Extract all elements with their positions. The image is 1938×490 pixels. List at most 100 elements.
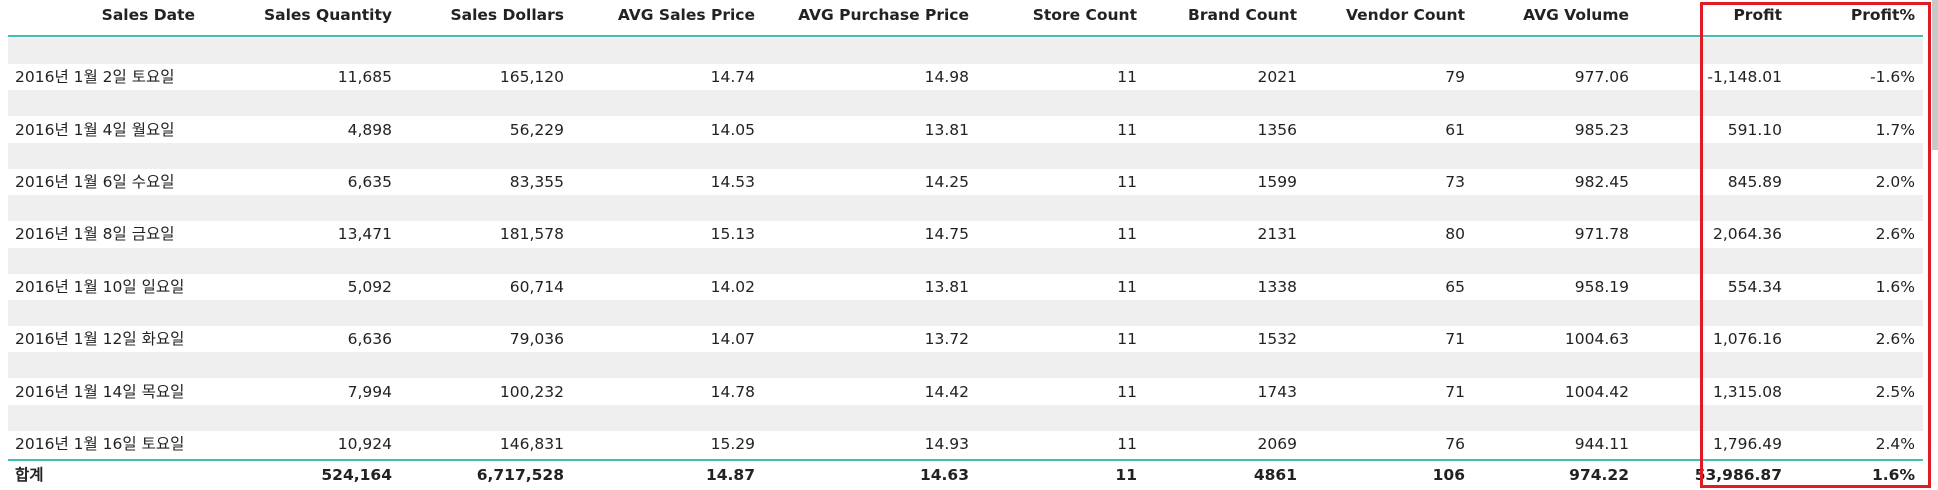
column-header: AVG Purchase Price	[798, 6, 969, 24]
value-cell: 15.29	[710, 435, 755, 453]
value-cell: 11	[1117, 68, 1137, 87]
column-header: AVG Volume	[1523, 6, 1629, 24]
value-cell: 2021	[1257, 68, 1297, 87]
header-divider	[8, 35, 1923, 37]
total-cell: 14.63	[919, 466, 969, 485]
value-cell: 1,315.08	[1712, 382, 1782, 401]
column-header: Profit%	[1850, 6, 1915, 24]
value-cell: 4,898	[347, 120, 392, 139]
value-cell: 1356	[1257, 120, 1297, 139]
value-cell: 14.75	[924, 225, 969, 244]
value-cell: 11	[1117, 225, 1137, 244]
value-cell: -1,148.01	[1707, 68, 1782, 87]
date-cell: 2016년 1월 16일 토요일	[15, 435, 185, 453]
value-cell: 5,092	[347, 277, 392, 296]
value-cell: -1.6%	[1870, 68, 1915, 87]
value-cell: 14.02	[710, 277, 755, 296]
value-cell: 11	[1117, 382, 1137, 401]
total-cell: 1.6%	[1872, 466, 1915, 485]
value-cell: 181,578	[499, 225, 564, 244]
value-cell: 14.53	[710, 173, 755, 191]
value-cell: 165,120	[499, 68, 564, 87]
column-header: Profit	[1733, 6, 1782, 24]
value-cell: 1743	[1257, 382, 1297, 401]
total-cell: 53,986.87	[1694, 466, 1782, 485]
column-header: Vendor Count	[1346, 6, 1465, 24]
value-cell: 14.93	[924, 435, 969, 453]
value-cell: 71	[1445, 330, 1465, 349]
total-cell: 6,717,528	[476, 466, 564, 485]
value-cell: 845.89	[1727, 173, 1782, 191]
value-cell: 2.4%	[1875, 435, 1915, 453]
total-label: 합계	[15, 466, 44, 485]
row-background	[8, 90, 1923, 117]
value-cell: 944.11	[1574, 435, 1629, 453]
row-background	[8, 300, 1923, 326]
total-cell: 14.87	[705, 466, 755, 485]
value-cell: 11	[1117, 173, 1137, 191]
value-cell: 554.34	[1727, 277, 1782, 296]
value-cell: 65	[1445, 277, 1465, 296]
value-cell: 1,796.49	[1712, 435, 1782, 453]
value-cell: 11,685	[337, 68, 392, 87]
row-background	[8, 352, 1923, 379]
value-cell: 13.81	[924, 277, 969, 296]
value-cell: 83,355	[509, 173, 564, 191]
total-cell: 4861	[1253, 466, 1297, 485]
total-cell: 524,164	[321, 466, 392, 485]
value-cell: 1,076.16	[1712, 330, 1782, 349]
value-cell: 79	[1445, 68, 1465, 87]
highlight-box	[1700, 2, 1931, 488]
value-cell: 1.6%	[1875, 277, 1915, 296]
value-cell: 56,229	[509, 120, 564, 139]
value-cell: 61	[1445, 120, 1465, 139]
value-cell: 14.05	[710, 120, 755, 139]
column-header: Sales Quantity	[263, 6, 392, 24]
value-cell: 985.23	[1574, 120, 1629, 139]
value-cell: 2,064.36	[1712, 225, 1782, 244]
value-cell: 13.72	[924, 330, 969, 349]
value-cell: 11	[1117, 330, 1137, 349]
row-background	[8, 404, 1923, 431]
value-cell: 971.78	[1574, 225, 1629, 244]
value-cell: 146,831	[499, 435, 564, 453]
date-cell: 2016년 1월 14일 목요일	[15, 382, 185, 401]
value-cell: 6,635	[347, 173, 392, 191]
value-cell: 1338	[1257, 277, 1297, 296]
total-cell: 974.22	[1569, 466, 1629, 485]
column-header: AVG Sales Price	[617, 6, 755, 24]
value-cell: 2131	[1257, 225, 1297, 244]
value-cell: 13,471	[337, 225, 392, 244]
value-cell: 100,232	[499, 382, 564, 401]
total-cell: 106	[1432, 466, 1465, 485]
date-cell: 2016년 1월 8일 금요일	[15, 225, 175, 244]
column-header: Brand Count	[1188, 6, 1297, 24]
value-cell: 71	[1445, 382, 1465, 401]
column-header: Sales Date	[101, 6, 195, 24]
value-cell: 76	[1445, 435, 1465, 453]
value-cell: 80	[1445, 225, 1465, 244]
value-cell: 14.74	[710, 68, 755, 87]
value-cell: 15.13	[710, 225, 755, 244]
value-cell: 14.78	[710, 382, 755, 401]
date-cell: 2016년 1월 4일 월요일	[15, 120, 175, 139]
value-cell: 982.45	[1574, 173, 1629, 191]
value-cell: 591.10	[1727, 120, 1782, 139]
value-cell: 14.98	[924, 68, 969, 87]
value-cell: 14.42	[924, 382, 969, 401]
total-divider	[8, 459, 1923, 462]
value-cell: 977.06	[1574, 68, 1629, 87]
value-cell: 6,636	[347, 330, 392, 349]
value-cell: 2.5%	[1875, 382, 1915, 401]
total-cell: 11	[1115, 466, 1137, 485]
value-cell: 7,994	[347, 382, 392, 401]
value-cell: 1.7%	[1875, 120, 1915, 139]
date-cell: 2016년 1월 6일 수요일	[15, 173, 175, 191]
column-header: Store Count	[1032, 6, 1137, 24]
value-cell: 13.81	[924, 120, 969, 139]
value-cell: 11	[1117, 277, 1137, 296]
scrollbar[interactable]	[1932, 0, 1938, 150]
value-cell: 14.07	[710, 330, 755, 349]
row-background	[8, 142, 1923, 169]
